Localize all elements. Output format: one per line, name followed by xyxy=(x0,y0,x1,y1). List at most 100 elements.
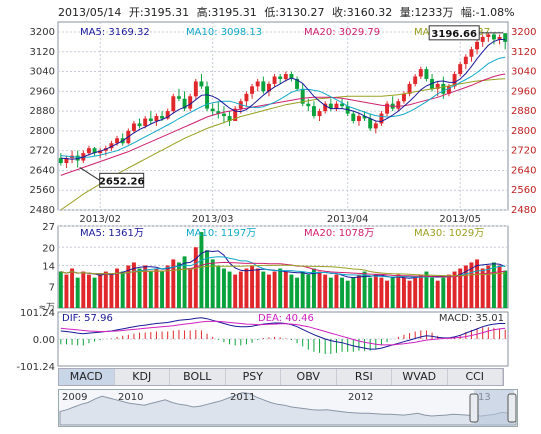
candle-body xyxy=(413,76,418,84)
volume-legend-ma30: MA30: 1029万 xyxy=(414,228,484,239)
volume-panel-frame xyxy=(57,225,509,309)
volume-bar xyxy=(126,265,131,308)
volume-bar xyxy=(250,265,255,308)
candle-body xyxy=(430,78,435,89)
overview-navigator[interactable]: 200920102011201213 xyxy=(58,389,518,427)
volume-bar xyxy=(289,274,294,308)
volume-bar xyxy=(154,268,159,308)
volume-legend-ma10: MA10: 1197万 xyxy=(186,228,256,239)
volume-bar xyxy=(480,268,485,308)
volume-bar xyxy=(463,265,468,308)
volume-bar xyxy=(205,250,210,308)
volume-bar xyxy=(413,277,418,308)
volume-bar xyxy=(165,265,170,308)
macd-dea-line xyxy=(60,320,506,346)
candle-body xyxy=(137,123,142,126)
candle-body xyxy=(345,106,350,114)
volume-bar xyxy=(340,277,345,308)
candle-body xyxy=(250,86,255,94)
candle-body xyxy=(503,33,508,42)
volume-bar xyxy=(396,274,401,308)
volume-bar xyxy=(238,271,243,308)
candle-body xyxy=(193,81,198,97)
candle-body xyxy=(165,111,170,119)
tab-kdj[interactable]: KDJ xyxy=(115,369,170,385)
overview-year-label: 2009 xyxy=(62,392,87,403)
tab-obv[interactable]: OBV xyxy=(281,369,337,385)
volume-bar xyxy=(115,268,120,308)
candle-body xyxy=(458,64,463,75)
volume-ma20-line xyxy=(60,261,506,278)
candle-body xyxy=(176,96,181,99)
price-tick-right: 2480 xyxy=(511,205,536,216)
volume-unit-label: ≈万 xyxy=(38,303,55,313)
tab-psy[interactable]: PSY xyxy=(226,369,281,385)
candle-body xyxy=(143,118,148,126)
volume-bar xyxy=(160,271,165,308)
volume-bar xyxy=(345,280,350,308)
candle-body xyxy=(216,111,221,114)
macd-tick: -101.24 xyxy=(16,362,55,373)
tab-macd[interactable]: MACD xyxy=(59,369,115,385)
volume-bar xyxy=(418,274,423,308)
candle-body xyxy=(407,83,412,94)
candle-body xyxy=(379,113,384,124)
candle-body xyxy=(356,116,361,121)
candle-body xyxy=(475,41,480,50)
tab-boll[interactable]: BOLL xyxy=(170,369,226,385)
price-tick-left: 3040 xyxy=(30,67,55,78)
candle-body xyxy=(86,148,91,154)
candle-body xyxy=(306,103,311,107)
volume-ma30-line xyxy=(60,264,506,277)
volume-bar xyxy=(210,259,215,308)
candle-body xyxy=(480,36,485,42)
price-tick-right: 2560 xyxy=(511,185,536,196)
volume-bar xyxy=(385,280,390,308)
candle-body xyxy=(81,153,86,161)
volume-bar xyxy=(255,268,260,308)
volume-tick: 14 xyxy=(42,261,55,272)
date-tick: 2013/02 xyxy=(79,214,121,225)
volume-bar xyxy=(306,274,311,308)
volume-bar xyxy=(407,280,412,308)
quote-volume: 量:1233万 xyxy=(399,6,454,19)
tab-cci[interactable]: CCI xyxy=(448,369,503,385)
quote-high: 高:3195.31 xyxy=(196,6,257,19)
price-tick-right: 2720 xyxy=(511,146,536,157)
price-tick-right: 2880 xyxy=(511,106,536,117)
volume-bar xyxy=(216,265,221,308)
volume-bar xyxy=(58,271,63,308)
candle-body xyxy=(401,93,406,102)
volume-bar xyxy=(458,268,463,308)
candle-body xyxy=(300,88,305,104)
overview-selection-window xyxy=(474,390,514,426)
price-tick-right: 2800 xyxy=(511,126,536,137)
volume-ma10-line xyxy=(60,256,506,278)
candle-body xyxy=(435,83,440,89)
price-tick-right: 2640 xyxy=(511,165,536,176)
volume-bar xyxy=(351,277,356,308)
volume-bar xyxy=(75,277,80,308)
candle-body xyxy=(58,158,63,164)
volume-tick: 20 xyxy=(42,243,55,254)
date-tick: 2013/03 xyxy=(192,214,234,225)
candle-body xyxy=(328,103,333,109)
candle-body xyxy=(278,76,283,79)
candle-body xyxy=(452,74,457,87)
volume-bar xyxy=(221,268,226,308)
tab-rsi[interactable]: RSI xyxy=(337,369,392,385)
quote-info-bar: 2013/05/14 开:3195.31 高:3195.31 低:3130.27… xyxy=(58,4,538,20)
candle-body xyxy=(441,83,446,94)
volume-bar xyxy=(64,274,69,308)
candle-body xyxy=(160,116,165,119)
candle-body xyxy=(283,74,288,79)
quote-open: 开:3195.31 xyxy=(128,6,190,19)
volume-bar xyxy=(497,265,502,308)
price-tick-right: 3200 xyxy=(511,27,536,38)
candle-body xyxy=(205,86,210,109)
volume-bar xyxy=(278,268,283,308)
tab-wvad[interactable]: WVAD xyxy=(392,369,448,385)
volume-bar xyxy=(311,268,316,308)
candle-body xyxy=(272,76,277,84)
volume-bar xyxy=(244,268,249,308)
